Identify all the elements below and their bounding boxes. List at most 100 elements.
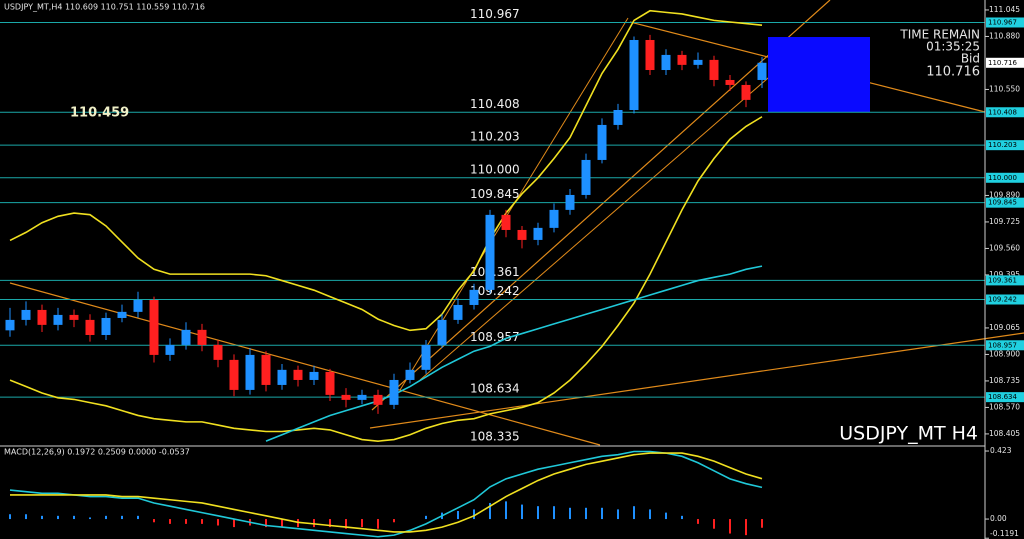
candle-body — [389, 379, 399, 405]
y-tick-label: -0.1191 — [990, 529, 1019, 538]
indicator-line — [9, 9, 763, 332]
level-tag — [986, 197, 1024, 208]
level-tag — [986, 107, 1024, 118]
candle-body — [613, 110, 623, 125]
candle-body — [533, 227, 543, 240]
trendline — [371, 0, 831, 411]
y-tick-label: 111.045 — [989, 5, 1020, 14]
candle-body — [133, 299, 143, 312]
level-tag-label: 110.000 — [988, 174, 1017, 182]
candle-body — [85, 319, 95, 335]
level-label: 110.408 — [470, 97, 520, 111]
trendline — [369, 332, 1024, 429]
candle-body — [485, 214, 495, 290]
candle-body — [229, 359, 239, 390]
level-label: 110.967 — [470, 7, 520, 21]
y-tick-label: 109.065 — [989, 323, 1020, 332]
candle-body — [181, 329, 191, 345]
candle-body — [341, 394, 351, 400]
candle-body — [101, 317, 111, 335]
y-tick-label: 110.550 — [989, 84, 1020, 93]
level-label: 109.845 — [470, 187, 520, 201]
candle-body — [149, 299, 159, 355]
level-label: 108.335 — [470, 430, 520, 444]
level-tag-label: 109.845 — [988, 199, 1017, 207]
level-tag — [986, 172, 1024, 183]
candle-body — [357, 394, 367, 400]
candle-body — [69, 314, 79, 320]
candle-body — [709, 59, 719, 80]
candle-body — [5, 319, 15, 331]
candle-body — [629, 39, 639, 111]
y-tick-label: 109.560 — [989, 243, 1020, 252]
time-remain-label: TIME REMAIN — [899, 28, 980, 42]
candle-body — [501, 214, 511, 230]
candle-body — [565, 194, 575, 210]
candle-body — [549, 209, 559, 228]
level-label: 109.242 — [470, 284, 520, 298]
price-panel: 111.045 110.880 110.550 109.890 109.725 109.5… — [0, 5, 1024, 444]
candle-body — [197, 329, 207, 345]
candle-body — [677, 54, 687, 65]
level-tag-label: 109.242 — [988, 296, 1017, 304]
timer-box — [768, 37, 870, 112]
candle-body — [581, 159, 591, 195]
y-tick-label: 109.890 — [989, 190, 1020, 199]
candle-body — [757, 62, 767, 80]
chart-title: USDJPY_MT,H4 110.609 110.751 110.559 110… — [4, 3, 205, 12]
y-tick-label: 109.395 — [989, 270, 1020, 279]
level-tag-label: 110.967 — [988, 18, 1017, 26]
candle-body — [437, 319, 447, 345]
y-tick-label: 108.570 — [989, 402, 1020, 411]
level-tag-label: 108.957 — [988, 341, 1017, 349]
candle-body — [213, 344, 223, 360]
candle-body — [21, 309, 31, 320]
candle-body — [453, 304, 463, 320]
candle-body — [325, 371, 335, 395]
trendline — [419, 71, 776, 381]
candle-body — [373, 394, 383, 405]
candle-body — [277, 369, 287, 385]
level-tag — [986, 17, 1024, 28]
level-tag-label: 108.634 — [988, 393, 1017, 401]
y-tick-label: 108.900 — [989, 349, 1020, 358]
candle-body — [293, 369, 303, 380]
candle-body — [661, 54, 671, 71]
candle-body — [165, 344, 175, 355]
candle-body — [725, 79, 735, 85]
candle-body — [245, 354, 255, 390]
candle-body — [117, 311, 127, 318]
candle-body — [53, 314, 63, 325]
level-label: 109.361 — [470, 265, 520, 279]
time-remain: 01:35:25 — [926, 40, 980, 54]
y-tick-label: 110.880 — [989, 31, 1020, 40]
level-tag — [986, 294, 1024, 305]
candle-body — [693, 59, 703, 65]
level-label: 110.000 — [470, 162, 520, 176]
level-tag-label: 109.361 — [988, 276, 1017, 284]
bid-tag-label: 110.716 — [988, 59, 1017, 67]
macd-panel: 0.423 0.00 -0.1191 — [9, 446, 1019, 539]
macd-title: MACD(12,26,9) 0.1972 0.2509 0.0000 -0.05… — [4, 448, 190, 457]
y-tick-label: 0.423 — [990, 446, 1012, 455]
level-tag-label: 110.203 — [988, 141, 1017, 149]
candle-body — [405, 369, 415, 380]
indicator-line — [9, 450, 763, 538]
symbol-label: USDJPY_MT H4 — [839, 423, 978, 445]
annotation: 110.459 — [70, 106, 129, 121]
candle-body — [469, 289, 479, 305]
level-label: 108.634 — [470, 382, 520, 396]
level-tag — [986, 392, 1024, 403]
candle-body — [645, 39, 655, 71]
level-tag-label: 110.408 — [988, 108, 1017, 116]
candle-body — [309, 371, 319, 380]
trendline — [9, 282, 601, 446]
indicator-line — [265, 265, 763, 442]
candle-body — [517, 229, 527, 240]
level-tag — [986, 275, 1024, 286]
candle-body — [597, 124, 607, 160]
y-tick-label: 0.00 — [990, 514, 1007, 523]
candle-body — [421, 344, 431, 370]
level-label: 110.203 — [470, 130, 520, 144]
